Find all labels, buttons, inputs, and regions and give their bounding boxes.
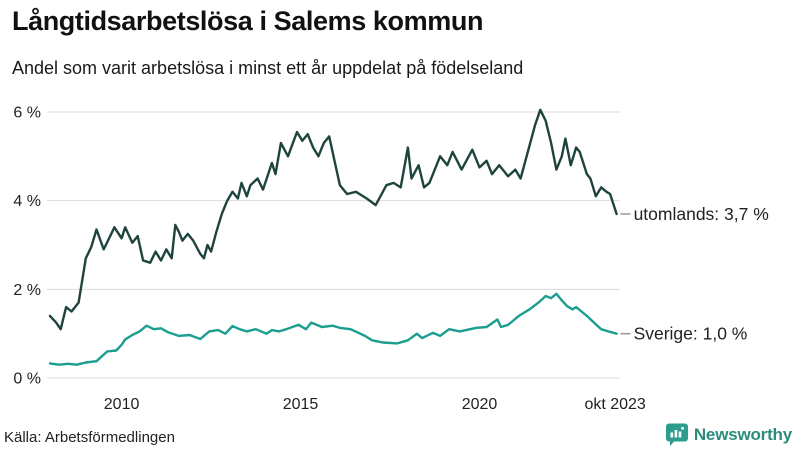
- series-end-label-utomlands: utomlands: 3,7 %: [634, 204, 769, 224]
- source-note: Källa: Arbetsförmedlingen: [4, 429, 175, 446]
- y-axis-tick-label: 6 %: [13, 105, 41, 122]
- x-axis-tick-label: 2010: [104, 396, 140, 413]
- y-axis-tick-label: 0 %: [13, 371, 41, 388]
- x-axis-tick-label: 2020: [462, 396, 498, 413]
- x-axis-tick-label: okt 2023: [584, 396, 645, 413]
- brand-name: Newsworthy: [693, 424, 792, 444]
- chart-subtitle: Andel som varit arbetslösa i minst ett å…: [12, 58, 524, 78]
- series-line-Sverige: [48, 292, 618, 366]
- series-end-label-Sverige: Sverige: 1,0 %: [634, 324, 748, 344]
- brand-logo: Newsworthy: [665, 423, 792, 446]
- y-axis-tick-label: 4 %: [13, 193, 41, 210]
- x-axis-tick-label: 2015: [283, 396, 319, 413]
- y-axis-tick-label: 2 %: [13, 282, 41, 299]
- page-title: Långtidsarbetslösa i Salems kommun: [12, 6, 484, 36]
- newsworthy-icon: [665, 423, 688, 446]
- series-line-utomlands: [48, 108, 618, 331]
